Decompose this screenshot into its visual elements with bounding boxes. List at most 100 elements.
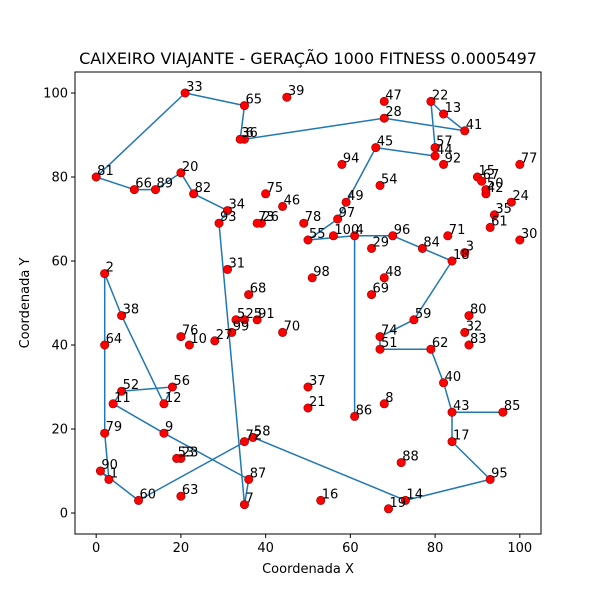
city-point (515, 159, 525, 169)
city-point (515, 235, 525, 245)
city-point (481, 185, 491, 195)
city-point (460, 327, 470, 337)
city-label: 32 (466, 319, 483, 334)
axes-frame (74, 71, 542, 535)
y-tick-label: 20 (51, 423, 68, 438)
y-tick-label: 60 (51, 255, 68, 270)
city-label: 52 (123, 378, 140, 393)
city-point (223, 264, 233, 274)
city-point (167, 382, 177, 392)
city-label: 97 (339, 206, 356, 221)
city-label: 17 (453, 429, 470, 444)
y-axis-label: Coordenada Y (18, 258, 33, 349)
city-label: 51 (381, 336, 398, 351)
city-point (239, 437, 249, 447)
city-point (350, 231, 360, 241)
city-label: 91 (258, 307, 275, 322)
city-label: 80 (470, 303, 487, 318)
city-label: 26 (262, 210, 279, 225)
x-tick-label: 40 (257, 541, 274, 556)
city-point (214, 218, 224, 228)
city-label: 99 (233, 319, 250, 334)
city-point (447, 437, 457, 447)
city-label: 47 (385, 88, 402, 103)
city-point (252, 315, 262, 325)
city-label: 23 (182, 445, 199, 460)
x-tick-label: 20 (173, 541, 190, 556)
city-point (239, 500, 249, 510)
y-tick-label: 80 (51, 171, 68, 186)
city-point (307, 273, 317, 283)
city-point (379, 399, 389, 409)
city-label: 58 (254, 424, 271, 439)
city-label: 28 (385, 105, 402, 120)
chart-title: CAIXEIRO VIAJANTE - GERAÇÃO 1000 FITNESS… (79, 49, 537, 68)
city-point (117, 386, 127, 396)
city-point (303, 382, 313, 392)
city-point (464, 311, 474, 321)
city-label: 83 (470, 332, 487, 347)
city-label: 87 (250, 466, 267, 481)
city-label: 75 (267, 181, 284, 196)
city-point (379, 96, 389, 106)
city-label: 62 (432, 336, 449, 351)
city-point (375, 180, 385, 190)
x-axis: 0 20 40 60 80 100 (92, 534, 532, 556)
city-point (498, 407, 508, 417)
y-tick-label: 40 (51, 339, 68, 354)
city-label: 14 (406, 487, 423, 502)
city-point (176, 491, 186, 501)
city-label: 25 (245, 307, 262, 322)
city-point (383, 504, 393, 514)
city-point (282, 92, 292, 102)
city-label: 3 (466, 240, 474, 255)
x-axis-label: Coordenada X (262, 562, 354, 577)
city-point (379, 273, 389, 283)
city-label: 84 (423, 235, 440, 250)
city-point (447, 256, 457, 266)
city-point (388, 231, 398, 241)
city-point (460, 248, 470, 258)
city-label: 65 (245, 93, 262, 108)
city-point (485, 474, 495, 484)
city-point (489, 210, 499, 220)
city-point (104, 474, 114, 484)
city-point (439, 109, 449, 119)
city-point (189, 189, 199, 199)
city-label: 20 (182, 160, 199, 175)
city-point (443, 231, 453, 241)
city-point (227, 327, 237, 337)
city-label: 60 (140, 487, 157, 502)
city-point (316, 495, 326, 505)
city-point (180, 88, 190, 98)
city-label: 21 (309, 395, 326, 410)
city-point (439, 378, 449, 388)
city-label: 82 (195, 181, 212, 196)
city-label: 100 (334, 223, 359, 238)
city-label: 7 (245, 492, 253, 507)
city-point (375, 332, 385, 342)
city-point (485, 222, 495, 232)
city-point (303, 235, 313, 245)
city-label: 85 (504, 399, 521, 414)
city-point (477, 176, 487, 186)
city-label: 54 (381, 172, 398, 187)
city-label: 34 (229, 198, 246, 213)
city-label: 96 (394, 223, 411, 238)
city-label: 33 (186, 80, 203, 95)
x-tick-label: 80 (427, 541, 444, 556)
city-point (426, 96, 436, 106)
city-label: 36 (241, 126, 258, 141)
city-point (159, 428, 169, 438)
city-label: 63 (182, 483, 199, 498)
y-tick-label: 100 (43, 87, 68, 102)
city-layer (91, 88, 525, 514)
city-point (299, 218, 309, 228)
city-label: 67 (483, 168, 500, 183)
city-label: 13 (445, 101, 462, 116)
city-label: 89 (156, 177, 173, 192)
city-label: 6 (245, 126, 253, 141)
city-point (244, 290, 254, 300)
